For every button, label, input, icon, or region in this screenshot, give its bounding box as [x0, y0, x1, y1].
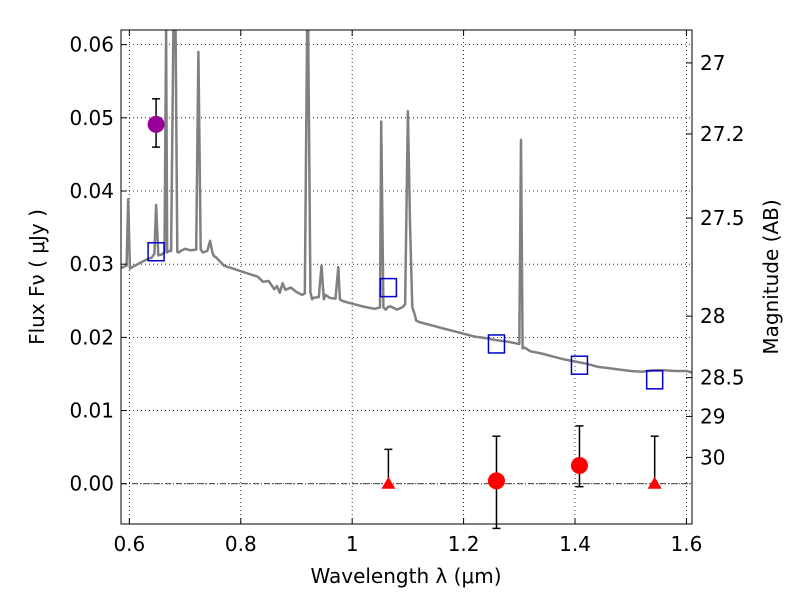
plot-content: [120, 29, 693, 530]
y-axis-right-label: Magnitude (AB): [759, 199, 783, 354]
upper-limit-point: [381, 476, 396, 489]
y-tick-label: 0.02: [69, 325, 114, 349]
detection-point: [147, 115, 165, 133]
y-axis-label: Flux Fν ( μJy ): [25, 209, 49, 345]
right-tick-label: 27.5: [700, 206, 745, 230]
right-tick-label: 28.5: [700, 366, 745, 390]
x-tick-label: 0.6: [113, 532, 145, 556]
model-spectrum-line: [120, 29, 693, 374]
y-tick-label: 0.00: [69, 472, 114, 496]
upper-limit-point: [647, 476, 662, 489]
model-photometry-point: [379, 277, 398, 298]
right-tick-label: 29: [700, 404, 725, 428]
right-tick-label: 27.2: [700, 122, 745, 146]
y-tick-label: 0.03: [69, 252, 114, 276]
plot-frame: [120, 29, 693, 525]
x-tick-label: 0.8: [225, 532, 257, 556]
y-tick-label: 0.05: [69, 106, 114, 130]
model-photometry-point: [487, 334, 506, 354]
x-tick-label: 1.4: [559, 532, 591, 556]
x-tick-label: 1.6: [671, 532, 703, 556]
x-tick-label: 1: [346, 532, 359, 556]
y-tick-label: 0.01: [69, 399, 114, 423]
right-tick-label: 30: [700, 445, 725, 469]
x-axis-label: Wavelength λ (μm): [310, 564, 501, 588]
right-tick-label: 28: [700, 304, 725, 328]
model-photometry-point: [645, 370, 664, 390]
axes: 0.6 0.8 1 1.2 1.4 1.6 0.00 0.01 0.02 0.03 0.04 0.05…: [69, 30, 745, 556]
y-tick-label: 0.04: [69, 179, 114, 203]
y-tick-label: 0.06: [69, 33, 114, 57]
model-photometry-point: [147, 242, 165, 262]
model-photometry-point: [570, 355, 589, 375]
measured-flux-point: [487, 472, 505, 490]
x-tick-label: 1.2: [448, 532, 480, 556]
measured-flux-point: [570, 456, 588, 474]
right-tick-label: 27: [700, 51, 725, 75]
